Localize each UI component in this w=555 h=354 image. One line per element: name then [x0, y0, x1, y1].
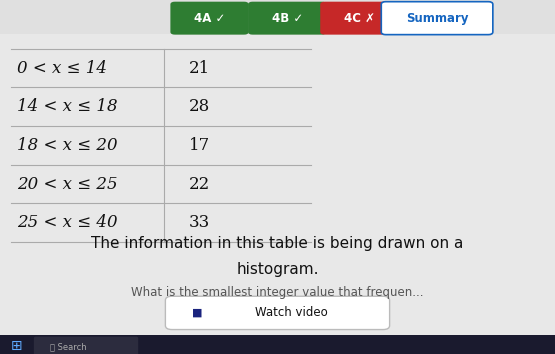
- Text: 14 < x ≤ 18: 14 < x ≤ 18: [17, 98, 117, 115]
- Text: 20 < x ≤ 25: 20 < x ≤ 25: [17, 176, 117, 193]
- Text: ■: ■: [192, 308, 202, 318]
- FancyBboxPatch shape: [165, 296, 390, 330]
- Text: 21: 21: [189, 59, 210, 76]
- Text: The information in this table is being drawn on a: The information in this table is being d…: [92, 236, 463, 251]
- Text: 25 < x ≤ 40: 25 < x ≤ 40: [17, 214, 117, 231]
- Text: histogram.: histogram.: [236, 262, 319, 276]
- Text: 22: 22: [189, 176, 210, 193]
- Text: 18 < x ≤ 20: 18 < x ≤ 20: [17, 137, 117, 154]
- Text: 28: 28: [189, 98, 210, 115]
- FancyBboxPatch shape: [0, 0, 555, 34]
- Text: 4A ✓: 4A ✓: [194, 12, 225, 25]
- Text: 33: 33: [189, 214, 210, 231]
- Text: What is the smallest integer value that frequen...: What is the smallest integer value that …: [131, 286, 424, 299]
- Text: 0 < x ≤ 14: 0 < x ≤ 14: [17, 59, 107, 76]
- FancyBboxPatch shape: [170, 2, 249, 35]
- FancyBboxPatch shape: [248, 2, 326, 35]
- FancyBboxPatch shape: [0, 335, 555, 354]
- Text: Summary: Summary: [406, 12, 468, 25]
- FancyBboxPatch shape: [34, 337, 138, 354]
- FancyBboxPatch shape: [381, 2, 493, 35]
- Text: Watch video: Watch video: [255, 307, 328, 319]
- Text: 4C ✗: 4C ✗: [344, 12, 375, 25]
- Text: ⊞: ⊞: [11, 339, 22, 353]
- FancyBboxPatch shape: [320, 2, 398, 35]
- Text: 17: 17: [189, 137, 210, 154]
- Text: 🔍 Search: 🔍 Search: [50, 342, 87, 351]
- Text: 4B ✓: 4B ✓: [271, 12, 303, 25]
